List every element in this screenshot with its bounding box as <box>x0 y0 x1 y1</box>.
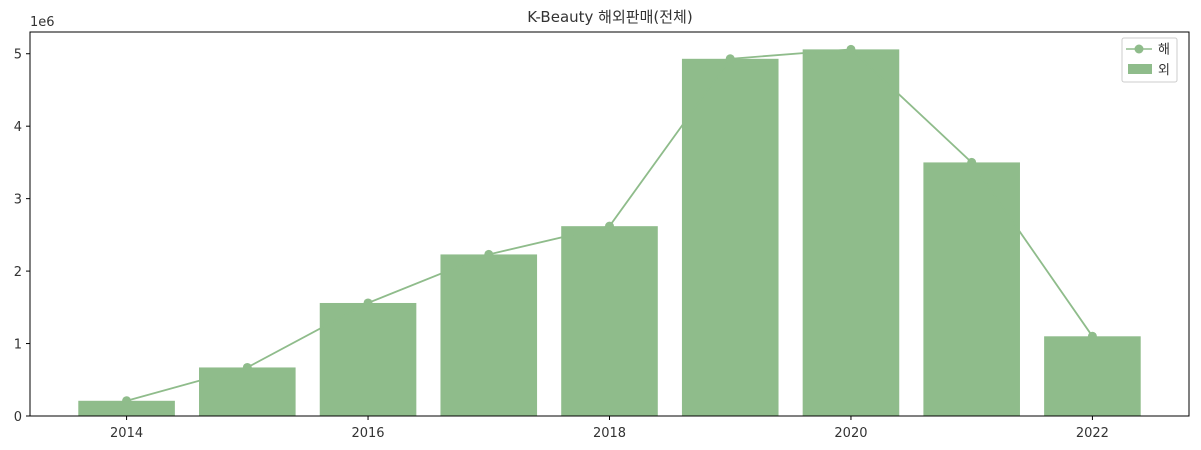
y-tick-label: 4 <box>14 120 22 135</box>
y-tick-label: 3 <box>14 193 22 208</box>
bar-2014 <box>78 400 175 416</box>
legend-label-line: 해 <box>1158 43 1170 58</box>
axes-layer: 0 1 2 3 4 5 2014 2016 2018 2020 2022 <box>14 31 1190 441</box>
legend-marker-swatch <box>1134 44 1144 54</box>
line-point-2016 <box>363 298 373 308</box>
line-point-2018 <box>605 221 614 231</box>
line-point-2020 <box>846 44 856 54</box>
bar-2022 <box>1044 336 1141 416</box>
bar-2016 <box>319 302 417 416</box>
legend: 해 외 <box>1121 37 1178 83</box>
line-layer <box>122 44 1097 406</box>
bar-2017 <box>440 254 538 416</box>
legend-bar-swatch <box>1128 64 1152 74</box>
legend-label-bar: 외 <box>1158 63 1170 78</box>
x-tick-label: 2018 <box>593 426 626 441</box>
y-tick-label: 5 <box>14 48 22 63</box>
bar-2020 <box>802 49 900 417</box>
x-tick-label: 2016 <box>351 426 384 441</box>
y-tick-label: 0 <box>14 410 22 425</box>
line-point-2014 <box>122 396 132 406</box>
x-tick-label: 2022 <box>1076 426 1109 441</box>
y-axis-scale-label: 1e6 <box>30 15 55 30</box>
x-tick-label: 2020 <box>834 426 867 441</box>
line-point-2015 <box>242 362 252 372</box>
bar-2015 <box>199 367 296 416</box>
chart-title: K-Beauty 해외판매(전체) <box>527 8 692 26</box>
bar-2021 <box>923 162 1020 416</box>
line-point-2021 <box>967 157 977 167</box>
bars-layer <box>78 49 1141 417</box>
bar-2019 <box>681 58 779 416</box>
y-tick-label: 1 <box>14 338 22 353</box>
x-tick-label: 2014 <box>110 426 143 441</box>
line-point-2019 <box>725 54 735 64</box>
line-point-2017 <box>484 249 494 259</box>
y-tick-label: 2 <box>14 265 22 280</box>
bar-2018 <box>561 226 658 416</box>
line-point-2022 <box>1087 331 1097 341</box>
